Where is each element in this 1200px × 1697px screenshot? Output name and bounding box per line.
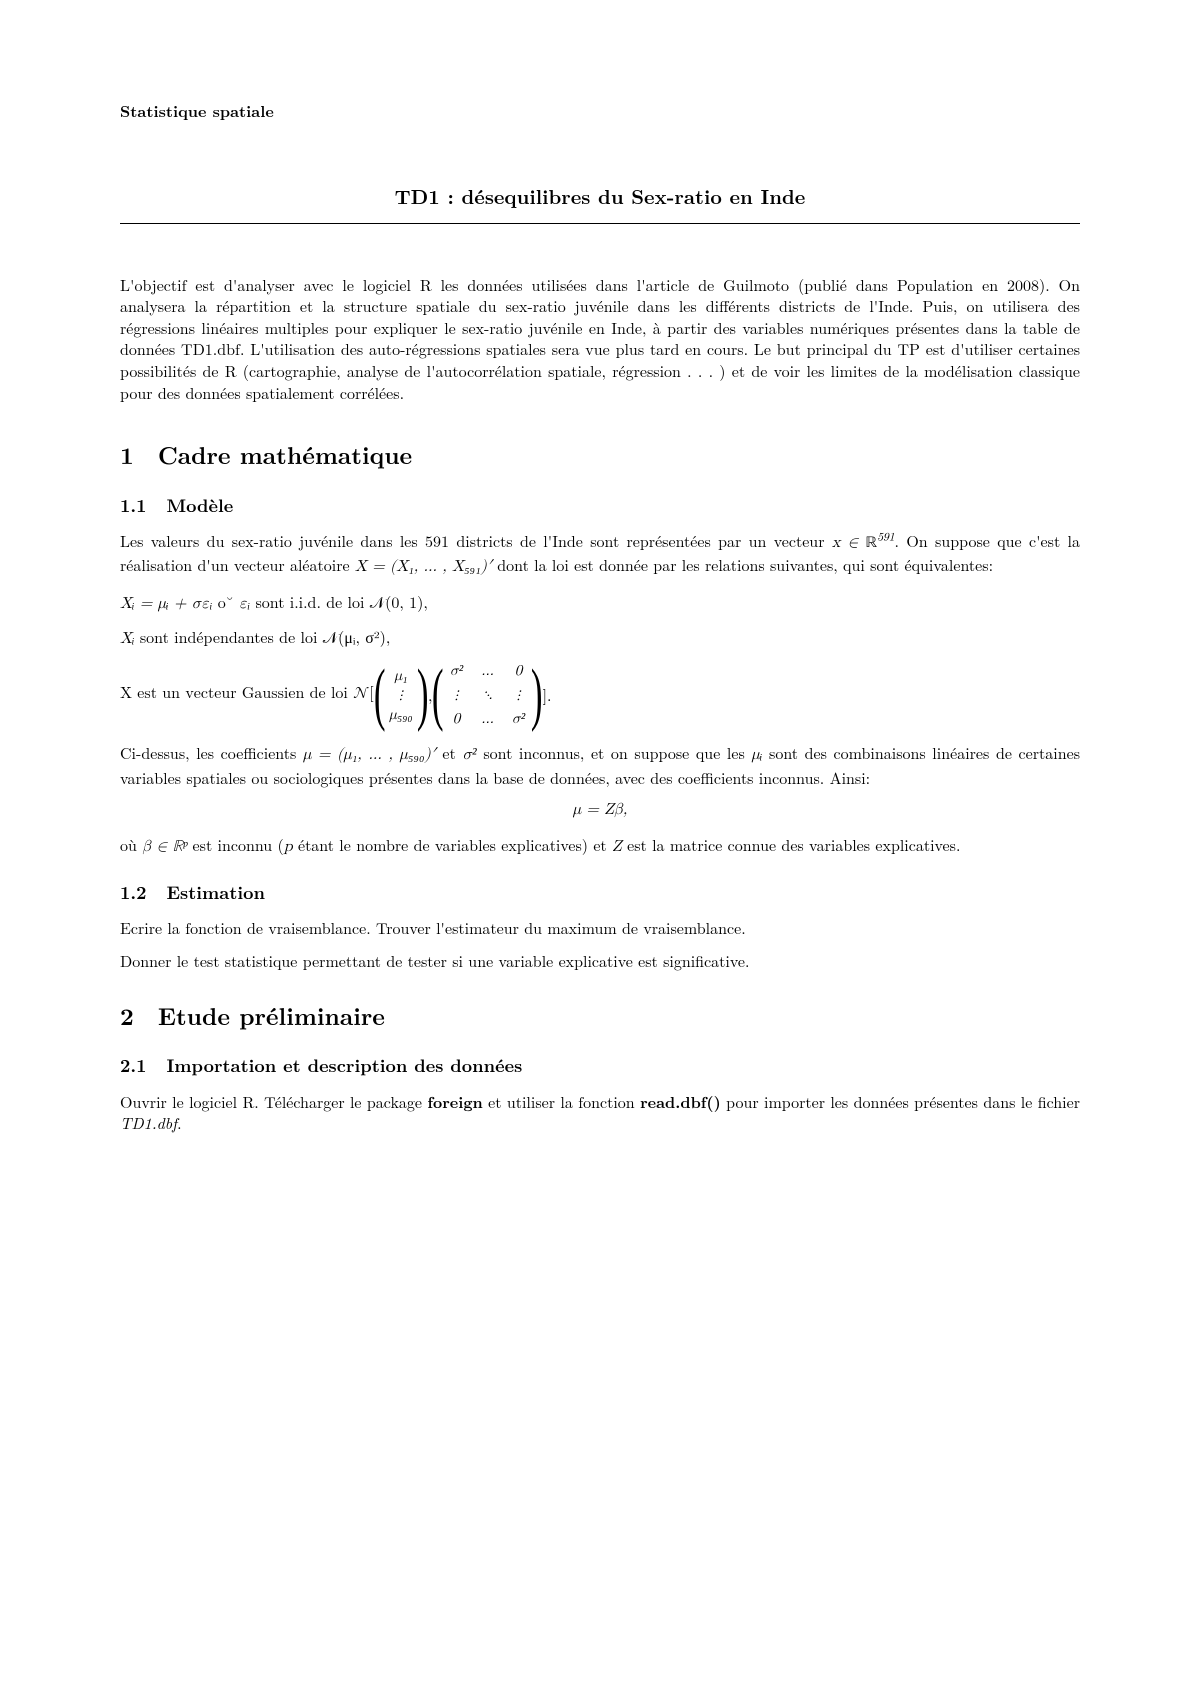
p3b: β ∈ ℝᵖ xyxy=(142,839,187,855)
sigma-12: … xyxy=(481,661,494,681)
sigma-22: ⋱ xyxy=(483,685,492,705)
s1-1-p2: Ci-dessus, les coefficients μ = (μ₁, … ,… xyxy=(120,742,1080,788)
section-2-1-number: 2.1 xyxy=(120,1054,146,1078)
section-1-1-heading: 1.1 Modèle xyxy=(120,494,1080,518)
sigma-23: ⋮ xyxy=(517,685,520,705)
section-1-2-heading: 1.2 Estimation xyxy=(120,881,1080,905)
math-x-in: x ∈ xyxy=(832,535,866,551)
mu-bot: μ₅₉₀ xyxy=(389,705,413,725)
s1-2-p2: Donner le test statistique permettant de… xyxy=(120,950,1080,972)
header-label: Statistique spatiale xyxy=(120,100,1080,122)
s1-1-p3: où β ∈ ℝᵖ est inconnu (p étant le nombre… xyxy=(120,834,1080,859)
lparen-sigma: ( xyxy=(432,660,444,730)
eq1-d: sont i.i.d. de loi 𝒩(0, 1), xyxy=(250,590,428,613)
p2e: sont inconnus, et on suppose que les xyxy=(477,741,752,764)
rparen-sigma: ) xyxy=(531,660,543,730)
mu-top: μ₁ xyxy=(394,666,407,686)
section-1-1-number: 1.1 xyxy=(120,494,146,518)
section-2-1-heading: 2.1 Importation et description des donnée… xyxy=(120,1054,1080,1078)
p2a: Ci-dessus, les coefficients xyxy=(120,741,303,764)
eq3-post: ]. xyxy=(543,684,552,706)
p2d: σ² xyxy=(462,747,476,763)
sigma-31: 0 xyxy=(453,709,461,729)
p2c: et xyxy=(436,741,463,764)
sigma-13: 0 xyxy=(515,661,523,681)
s1-1-p1a: Les valeurs du sex-ratio juvénile dans l… xyxy=(120,529,832,552)
eq-2: Xᵢ sont indépendantes de loi 𝒩(μᵢ, σ²), xyxy=(120,626,1080,651)
sigma-matrix: σ² … 0 ⋮ ⋱ ⋮ 0 … σ² xyxy=(450,661,526,730)
s21-a: Ouvrir le logiciel R. Télécharger le pac… xyxy=(120,1090,427,1113)
eq1-a: Xᵢ = μᵢ + σεᵢ xyxy=(120,596,212,612)
s21-f: TD1.dbf xyxy=(120,1111,177,1134)
s1-2-p1: Ecrire la fonction de vraisemblance. Tro… xyxy=(120,917,1080,939)
math-X-vec: X = (X₁, … , X₅₉₁)′ xyxy=(355,559,492,575)
s1-1-p1c: dont la loi est donnée par les relations… xyxy=(492,553,993,576)
page-title: TD1 : désequilibres du Sex-ratio en Inde xyxy=(120,182,1080,209)
eq-mu-Zbeta: μ = Zβ, xyxy=(120,800,1080,822)
math-x-in-R591: x ∈ ℝ591 xyxy=(832,535,895,551)
eq-1: Xᵢ = μᵢ + σεᵢ o˘ εᵢ sont i.i.d. de loi 𝒩… xyxy=(120,591,1080,616)
mu-mid: ⋮ xyxy=(399,685,402,705)
section-2-title: Etude préliminaire xyxy=(158,999,385,1033)
s21-b: foreign xyxy=(427,1090,482,1113)
sigma-21: ⋮ xyxy=(455,685,458,705)
p3e: étant le nombre de variables explicative… xyxy=(293,833,612,856)
section-2-number: 2 xyxy=(120,1000,134,1032)
math-591: 591 xyxy=(877,533,894,544)
eq2-a: Xᵢ xyxy=(120,631,135,647)
mu-vector: μ₁ ⋮ μ₅₉₀ xyxy=(389,666,413,725)
section-1-1-title: Modèle xyxy=(166,493,233,518)
s21-d: read.dbf() xyxy=(640,1090,721,1113)
s21-c: et utiliser la fonction xyxy=(483,1090,640,1113)
p2b: μ = (μ₁, … , μ₅₉₀)′ xyxy=(303,747,436,763)
section-2-heading: 2 Etude préliminaire xyxy=(120,1000,1080,1032)
p3f: Z xyxy=(612,839,622,855)
p3a: où xyxy=(120,833,142,856)
p2f: μᵢ xyxy=(751,747,762,763)
eq1-c: εᵢ xyxy=(239,596,250,612)
s21-e: pour importer les données présentes dans… xyxy=(721,1090,1080,1113)
p3g: est la matrice connue des variables expl… xyxy=(622,833,961,856)
eq1-b: o˘ xyxy=(212,590,239,613)
eq2-b: sont indépendantes de loi 𝒩(μᵢ, σ²), xyxy=(135,625,391,648)
section-1-2-number: 1.2 xyxy=(120,881,146,905)
s2-1-p1: Ouvrir le logiciel R. Télécharger le pac… xyxy=(120,1091,1080,1134)
math-R: ℝ xyxy=(866,535,878,551)
section-1-number: 1 xyxy=(120,439,134,471)
sigma-11: σ² xyxy=(450,661,463,681)
section-1-2-title: Estimation xyxy=(166,880,265,905)
section-1-title: Cadre mathématique xyxy=(158,438,412,472)
s21-g: . xyxy=(177,1111,181,1134)
eq-3-matrix-row: X est un vecteur Gaussien de loi 𝒩[ ( μ₁… xyxy=(120,660,1080,730)
s1-1-p1: Les valeurs du sex-ratio juvénile dans l… xyxy=(120,530,1080,579)
lparen-mu: ( xyxy=(374,660,386,730)
eq3-pre: X est un vecteur Gaussien de loi 𝒩[ xyxy=(120,684,374,706)
sigma-32: … xyxy=(481,709,494,729)
title-rule xyxy=(120,223,1080,224)
section-2-1-title: Importation et description des données xyxy=(166,1053,522,1078)
sigma-33: σ² xyxy=(512,709,525,729)
rparen-mu: ) xyxy=(416,660,428,730)
section-1-heading: 1 Cadre mathématique xyxy=(120,439,1080,471)
p3c: est inconnu ( xyxy=(187,833,284,856)
intro-paragraph: L'objectif est d'analyser avec le logici… xyxy=(120,274,1080,404)
p3d: p xyxy=(284,839,293,855)
